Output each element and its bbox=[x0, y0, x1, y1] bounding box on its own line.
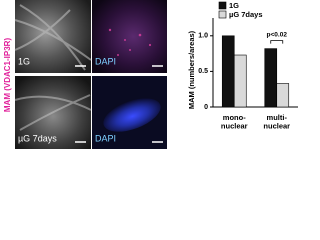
figure: MAM (VDAC1-IP3R) 1G DAPI µG 7days DAPI M… bbox=[3, 0, 298, 149]
legend-swatch bbox=[218, 1, 227, 10]
image bbox=[92, 0, 167, 73]
y-tick-label: 0 bbox=[204, 104, 208, 111]
panel-stain: DAPI bbox=[95, 133, 116, 143]
legend-label: 1G bbox=[229, 1, 239, 10]
y-tick-label: 0.5 bbox=[198, 68, 208, 75]
side-label: MAM (VDAC1-IP3R) bbox=[3, 38, 12, 113]
panel-stain: DAPI bbox=[95, 56, 116, 66]
significance-bracket bbox=[270, 40, 284, 44]
panel-label: µG 7days bbox=[18, 133, 57, 143]
bar bbox=[221, 35, 235, 108]
x-tick-label: multi-nuclear bbox=[263, 113, 290, 130]
bar bbox=[233, 54, 247, 108]
legend-label: µG 7days bbox=[229, 10, 263, 19]
bar bbox=[276, 83, 290, 108]
micrographs: 1G DAPI µG 7days DAPI bbox=[14, 0, 167, 149]
y-axis-label: MAM (numbers/areas) bbox=[187, 30, 196, 109]
legend-swatch bbox=[218, 10, 227, 19]
annotation: p<0.02 bbox=[267, 31, 288, 38]
panel-label: 1G bbox=[18, 56, 30, 66]
y-tick-label: 1.0 bbox=[198, 33, 208, 40]
bar bbox=[264, 48, 278, 108]
x-tick-label: mono-nuclear bbox=[221, 113, 248, 130]
